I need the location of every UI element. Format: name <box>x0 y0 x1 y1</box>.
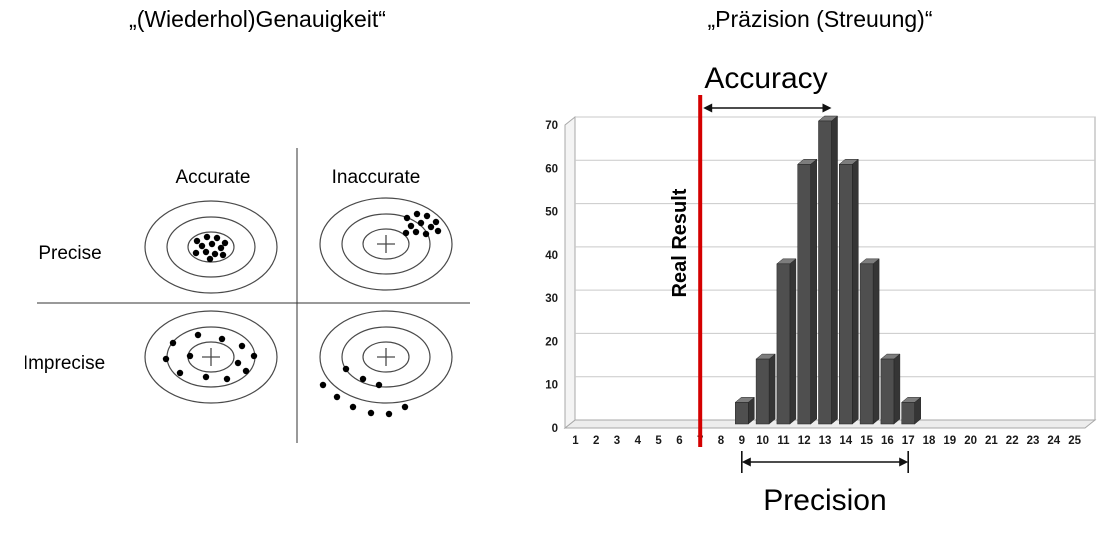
svg-text:20: 20 <box>545 336 558 348</box>
accuracy-precision-quadrant-diagram: Accurate Inaccurate Precise Imprecise <box>25 148 470 443</box>
svg-text:10: 10 <box>756 435 769 447</box>
svg-text:11: 11 <box>777 435 790 447</box>
row-label-imprecise: Imprecise <box>25 353 105 374</box>
target-imprecise-inaccurate <box>319 310 453 418</box>
svg-text:4: 4 <box>635 435 642 447</box>
svg-text:22: 22 <box>1006 435 1019 447</box>
svg-text:9: 9 <box>739 435 745 447</box>
bar-x12 <box>797 158 818 425</box>
target-plots <box>144 197 453 418</box>
svg-text:70: 70 <box>545 120 558 132</box>
svg-text:17: 17 <box>902 435 915 447</box>
svg-text:30: 30 <box>545 293 558 305</box>
accuracy-arrow <box>703 103 832 113</box>
y-axis-labels: 0 10 20 30 40 50 60 70 <box>545 120 558 435</box>
chart-plot-area: 0102030405060701234567891011121314151617… <box>545 95 1097 473</box>
row-label-precise: Precise <box>38 243 101 264</box>
svg-text:15: 15 <box>860 435 873 447</box>
precision-arrow <box>741 451 910 473</box>
svg-text:23: 23 <box>1027 435 1040 447</box>
precision-label: Precision <box>763 484 886 517</box>
bar-x16 <box>880 353 901 425</box>
real-result-label: Real Result <box>669 188 691 297</box>
column-label-accurate: Accurate <box>176 167 251 188</box>
target-imprecise-accurate <box>144 310 278 404</box>
bar-x9 <box>734 396 755 425</box>
bar-x11 <box>776 258 797 425</box>
svg-text:3: 3 <box>614 435 620 447</box>
svg-text:19: 19 <box>943 435 956 447</box>
svg-text:24: 24 <box>1047 435 1060 447</box>
svg-text:21: 21 <box>985 435 998 447</box>
svg-text:8: 8 <box>718 435 725 447</box>
accuracy-label: Accuracy <box>704 62 827 95</box>
target-precise-accurate <box>144 200 278 294</box>
svg-text:6: 6 <box>676 435 682 447</box>
bar-x13 <box>817 115 839 425</box>
svg-text:60: 60 <box>545 163 558 175</box>
svg-text:1: 1 <box>572 435 579 447</box>
svg-text:50: 50 <box>545 207 558 219</box>
precision-bar-chart: Accuracy 0102030405060701234567891011121… <box>545 62 1097 517</box>
svg-text:14: 14 <box>839 435 852 447</box>
svg-text:2: 2 <box>593 435 599 447</box>
bar-x15 <box>859 258 880 425</box>
svg-text:25: 25 <box>1068 435 1081 447</box>
svg-text:18: 18 <box>923 435 936 447</box>
svg-text:12: 12 <box>798 435 811 447</box>
svg-text:0: 0 <box>552 423 558 435</box>
svg-text:20: 20 <box>964 435 977 447</box>
left-panel-title: „(Wiederhol)Genauigkeit“ <box>129 6 386 32</box>
column-label-inaccurate: Inaccurate <box>332 167 421 188</box>
bar-x17 <box>901 396 922 425</box>
target-precise-inaccurate <box>319 197 453 291</box>
right-panel-title: „Präzision (Streuung)“ <box>707 6 933 32</box>
svg-text:5: 5 <box>655 435 662 447</box>
bar-x14 <box>838 158 859 425</box>
bars <box>734 115 922 425</box>
svg-text:40: 40 <box>545 250 558 262</box>
svg-text:16: 16 <box>881 435 894 447</box>
x-axis-labels: 1234567891011121314151617181920212223242… <box>572 435 1081 447</box>
svg-text:13: 13 <box>819 435 832 447</box>
bar-x10 <box>755 353 776 425</box>
svg-text:10: 10 <box>545 380 558 392</box>
